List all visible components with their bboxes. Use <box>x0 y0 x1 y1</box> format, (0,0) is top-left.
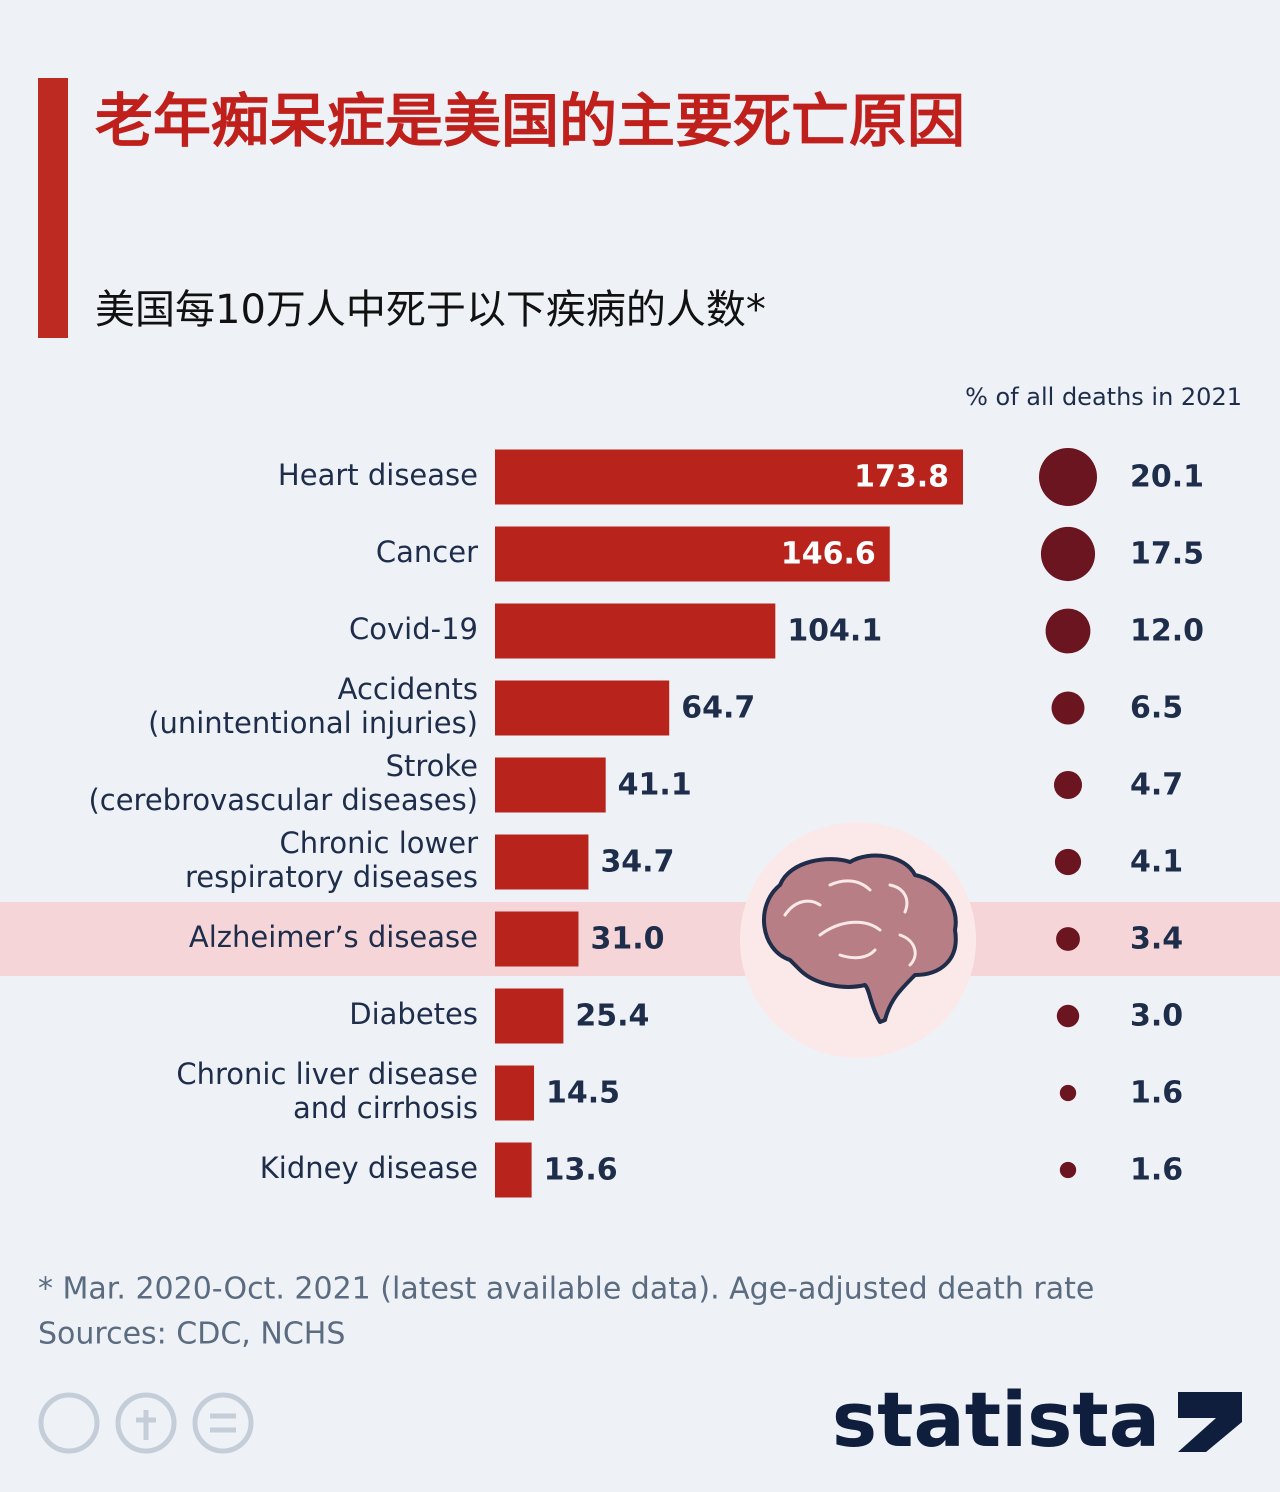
category-label: respiratory diseases <box>185 860 478 894</box>
share-bubble <box>1056 1004 1080 1028</box>
share-bubble <box>1059 1084 1077 1102</box>
share-label: 17.5 <box>1130 537 1204 572</box>
share-bubble <box>1040 526 1096 582</box>
value-label: 41.1 <box>618 768 692 803</box>
category-label: (unintentional injuries) <box>148 706 478 740</box>
bubble-title: % of all deaths in 2021 <box>965 383 1242 411</box>
category-label: (cerebrovascular diseases) <box>88 783 478 817</box>
bar <box>495 1142 532 1198</box>
value-label: 104.1 <box>787 614 882 649</box>
category-label: Chronic liver disease <box>176 1057 478 1091</box>
share-label: 6.5 <box>1130 691 1183 726</box>
value-label: 173.8 <box>854 460 949 495</box>
category-label: Kidney disease <box>260 1151 478 1185</box>
share-bubble <box>1059 1161 1077 1179</box>
category-label: Alzheimer’s disease <box>189 920 478 954</box>
bar <box>495 680 670 736</box>
value-label: 25.4 <box>575 999 649 1034</box>
share-bubble <box>1038 447 1098 507</box>
share-bubble <box>1053 770 1083 800</box>
footnote: * Mar. 2020-Oct. 2021 (latest available … <box>38 1272 1094 1307</box>
category-label: Accidents <box>338 672 478 706</box>
share-label: 4.7 <box>1130 768 1183 803</box>
value-label: 14.5 <box>546 1076 620 1111</box>
brand-mark <box>1178 1392 1242 1452</box>
brain-illustration <box>740 822 976 1058</box>
category-label: Cancer <box>376 535 478 569</box>
value-label: 64.7 <box>681 691 755 726</box>
bar <box>495 988 564 1044</box>
bar <box>495 449 963 505</box>
value-label: 13.6 <box>544 1153 618 1188</box>
share-label: 12.0 <box>1130 614 1204 649</box>
bar <box>495 603 776 659</box>
brand-logo: statista <box>832 1375 1160 1464</box>
share-label: 1.6 <box>1130 1076 1183 1111</box>
license-icons <box>38 1392 254 1454</box>
share-label: 4.1 <box>1130 845 1183 880</box>
value-label: 34.7 <box>600 845 674 880</box>
bar <box>495 911 579 967</box>
share-bubble <box>1056 927 1080 951</box>
title-accent <box>38 78 68 338</box>
category-label: Chronic lower <box>279 826 478 860</box>
bar <box>495 834 589 890</box>
share-bubble <box>1054 848 1082 876</box>
value-label: 31.0 <box>590 922 664 957</box>
share-bubble <box>1045 608 1091 654</box>
source: Sources: CDC, NCHS <box>38 1317 345 1352</box>
share-label: 1.6 <box>1130 1153 1183 1188</box>
chart-title: 老年痴呆症是美国的主要死亡原因 <box>95 87 965 155</box>
share-bubble <box>1051 691 1085 725</box>
category-label: Diabetes <box>349 997 478 1031</box>
bar <box>495 757 606 813</box>
category-label: Stroke <box>386 749 478 783</box>
bar <box>495 1065 535 1121</box>
share-label: 3.0 <box>1130 999 1183 1034</box>
share-label: 3.4 <box>1130 922 1183 957</box>
share-label: 20.1 <box>1130 460 1204 495</box>
value-label: 146.6 <box>781 537 876 572</box>
chart-subtitle: 美国每10万人中死于以下疾病的人数* <box>95 287 766 333</box>
category-label: Heart disease <box>278 458 478 492</box>
category-label: and cirrhosis <box>293 1091 478 1125</box>
category-label: Covid-19 <box>349 612 478 646</box>
bar <box>495 526 890 582</box>
